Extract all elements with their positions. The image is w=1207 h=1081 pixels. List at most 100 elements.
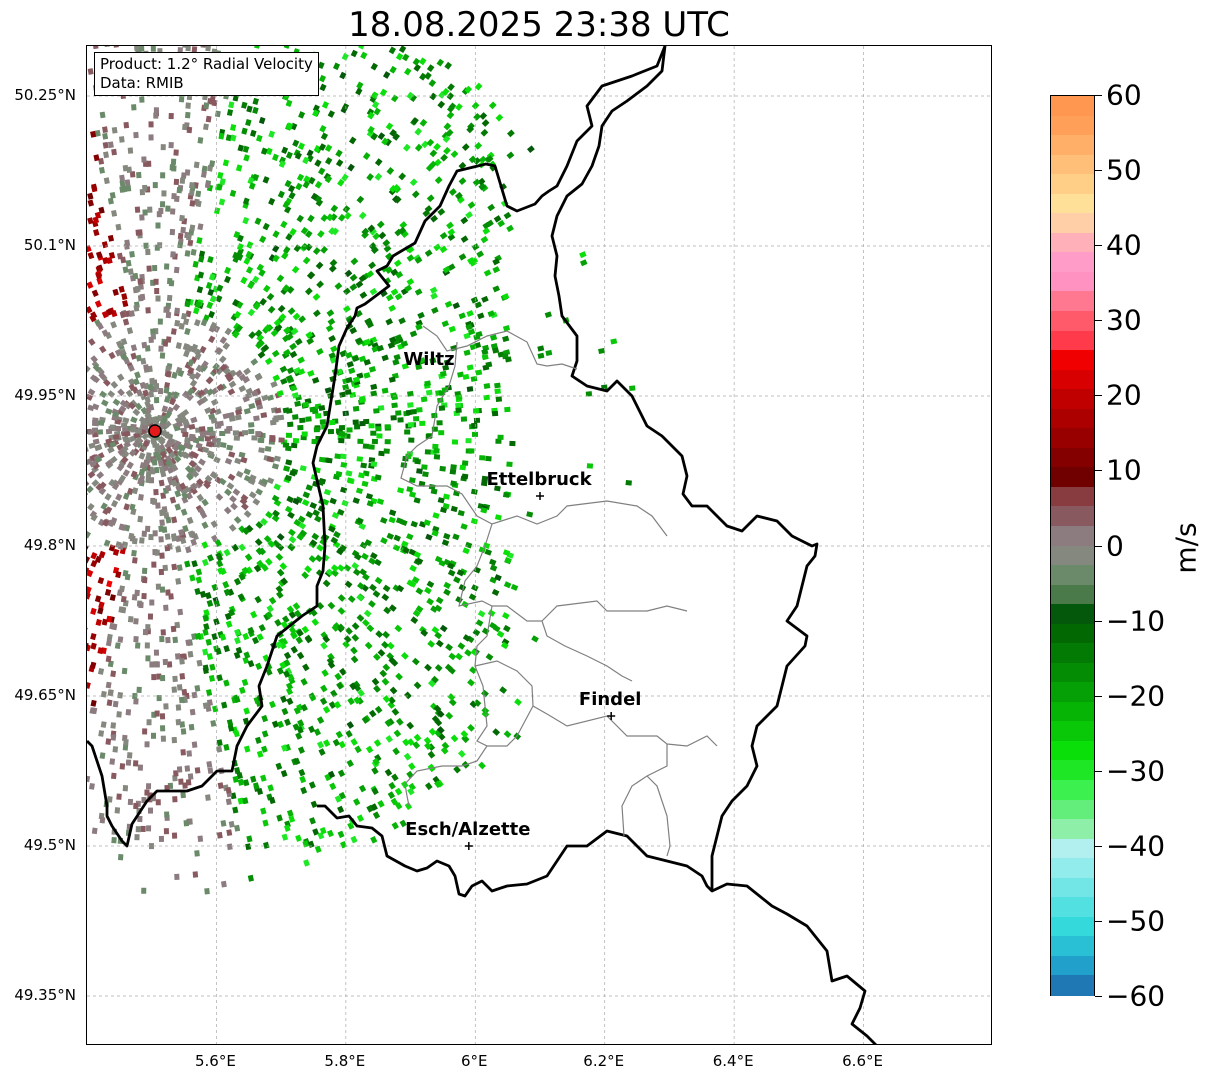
radar-map[interactable]	[86, 45, 992, 1045]
lon-label: 6.4°E	[712, 1052, 754, 1070]
colorbar-segment	[1051, 623, 1094, 644]
colorbar-segment	[1051, 467, 1094, 488]
lon-label: 5.8°E	[324, 1052, 366, 1070]
colorbar-segment	[1051, 799, 1094, 820]
colorbar-segment	[1051, 604, 1094, 625]
colorbar-segment	[1051, 174, 1094, 195]
colorbar-tick	[1095, 695, 1102, 697]
colorbar-segment	[1051, 115, 1094, 136]
lon-label: 5.6°E	[195, 1052, 236, 1070]
colorbar-tick-label: 40	[1106, 228, 1142, 262]
colorbar-segment	[1051, 760, 1094, 781]
colorbar-segment	[1051, 291, 1094, 312]
colorbar-segment	[1051, 897, 1094, 918]
colorbar-segment	[1051, 584, 1094, 605]
colorbar-tick-label: 20	[1106, 378, 1142, 412]
borders	[87, 46, 877, 1044]
colorbar-segment	[1051, 486, 1094, 507]
colorbar-segment	[1051, 310, 1094, 332]
colorbar-segment	[1051, 154, 1094, 175]
colorbar-segment	[1051, 877, 1094, 898]
colorbar-segment	[1051, 682, 1094, 703]
chart-title: 18.08.2025 23:38 UTC	[348, 5, 730, 45]
lat-label: 49.65°N	[14, 686, 76, 704]
city-marker	[607, 712, 616, 720]
lat-label: 49.35°N	[14, 986, 76, 1004]
lat-label: 50.1°N	[23, 236, 76, 254]
city-label: Ettelbruck	[486, 469, 592, 490]
colorbar-tick	[1095, 996, 1102, 997]
colorbar-tick-label: −60	[1106, 979, 1166, 1013]
colorbar-unit: m/s	[1169, 522, 1203, 574]
colorbar-segment	[1051, 447, 1094, 468]
colorbar-segment	[1051, 975, 1094, 996]
city-label: Esch/Alzette	[405, 819, 531, 840]
colorbar-segment	[1051, 193, 1094, 214]
canton-borders	[400, 325, 718, 857]
colorbar-tick-label: −10	[1106, 604, 1166, 638]
colorbar-tick	[1095, 320, 1102, 322]
colorbar-tick-label: 50	[1106, 153, 1142, 187]
colorbar-segment	[1051, 780, 1094, 801]
city-label: Wiltz	[403, 349, 455, 370]
colorbar-tick-label: 30	[1106, 303, 1142, 337]
city-markers	[464, 492, 616, 850]
colorbar-segment	[1051, 369, 1094, 390]
colorbar-segment	[1051, 701, 1094, 722]
colorbar-segment	[1051, 819, 1094, 840]
colorbar-tick	[1095, 620, 1102, 622]
colorbar-segment	[1051, 232, 1094, 253]
lat-label: 49.5°N	[23, 836, 76, 854]
colorbar-tick	[1095, 845, 1102, 847]
country-border-east	[317, 46, 819, 898]
country-border	[87, 46, 667, 848]
colorbar-tick-label: −40	[1106, 829, 1166, 863]
colorbar-segment	[1051, 252, 1094, 273]
lat-label: 50.25°N	[14, 86, 76, 104]
colorbar-tick	[1095, 770, 1102, 772]
city-marker	[536, 492, 544, 500]
colorbar-tick-label: 10	[1106, 453, 1142, 487]
colorbar-segment	[1051, 955, 1094, 977]
colorbar-segment	[1051, 838, 1094, 859]
colorbar-segment	[1051, 525, 1094, 547]
colorbar-tick	[1095, 395, 1102, 397]
colorbar-segment	[1051, 96, 1094, 117]
info-box: Product: 1.2° Radial Velocity Data: RMIB	[94, 52, 319, 96]
colorbar-segment	[1051, 643, 1094, 664]
radar-site-marker	[148, 424, 162, 438]
colorbar-tick	[1095, 920, 1102, 922]
info-source: Data: RMIB	[100, 74, 184, 92]
lon-label: 6°E	[461, 1052, 488, 1070]
gridlines	[87, 46, 991, 1044]
colorbar-segment	[1051, 213, 1094, 234]
colorbar-tick	[1095, 470, 1102, 472]
country-border-south	[711, 882, 877, 1044]
city-marker	[464, 842, 473, 850]
colorbar-tick	[1095, 245, 1102, 247]
colorbar-segment	[1051, 389, 1094, 410]
colorbar-tick-label: −30	[1106, 754, 1166, 788]
velocity-colorbar	[1050, 95, 1095, 996]
lon-label: 6.2°E	[583, 1052, 625, 1070]
colorbar-tick	[1095, 95, 1102, 96]
colorbar-segment	[1051, 428, 1094, 449]
colorbar-segment	[1051, 662, 1094, 683]
colorbar-tick	[1095, 545, 1102, 547]
info-product: Product: 1.2° Radial Velocity	[100, 55, 313, 73]
colorbar-segment	[1051, 565, 1094, 586]
colorbar-segment	[1051, 408, 1094, 429]
colorbar-segment	[1051, 721, 1094, 742]
colorbar-segment	[1051, 916, 1094, 937]
colorbar-segment	[1051, 545, 1094, 566]
colorbar-segment	[1051, 135, 1094, 156]
colorbar-segment	[1051, 858, 1094, 879]
colorbar-segment	[1051, 740, 1094, 762]
colorbar-tick-label: −20	[1106, 679, 1166, 713]
colorbar-segment	[1051, 330, 1094, 351]
lat-label: 49.8°N	[23, 536, 76, 554]
lon-label: 6.6°E	[842, 1052, 883, 1070]
colorbar-segment	[1051, 506, 1094, 527]
colorbar-tick	[1095, 170, 1102, 172]
colorbar-segment	[1051, 936, 1094, 957]
